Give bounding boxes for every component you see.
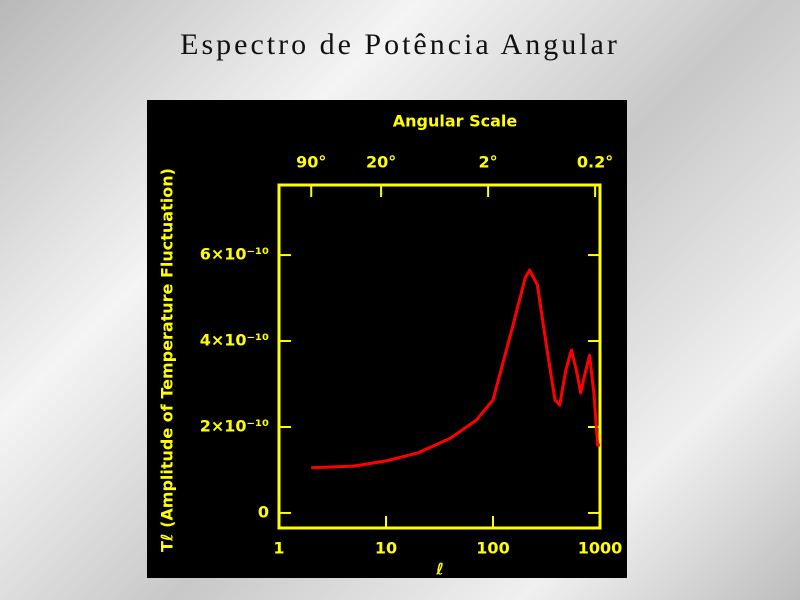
x-axis-title: ℓ	[435, 560, 444, 579]
slide-title: Espectro de Potência Angular	[180, 28, 620, 61]
x-tick-label: 100	[476, 539, 509, 558]
plot-frame	[277, 183, 602, 530]
y-axis-title: Tℓ (Amplitude of Temperature Fluctuation…	[158, 168, 177, 552]
top-tick-label: 90°	[296, 153, 326, 172]
y-tick-label: 0	[258, 502, 269, 521]
x-tick-label: 10	[375, 539, 397, 558]
x-tick-label: 1000	[578, 539, 623, 558]
data-line	[311, 268, 600, 470]
top-tick-label: 20°	[366, 153, 396, 172]
y-tick-label: 6×10⁻¹⁰	[200, 245, 269, 264]
x-tick-label: 1	[273, 539, 284, 558]
y-tick-label: 4×10⁻¹⁰	[200, 331, 269, 350]
top-tick-label: 0.2°	[577, 153, 613, 172]
plot-panel	[147, 100, 627, 578]
top-tick-label: 2°	[479, 153, 498, 172]
y-tick-label: 2×10⁻¹⁰	[200, 416, 269, 435]
top-axis-title: Angular Scale	[393, 112, 518, 131]
